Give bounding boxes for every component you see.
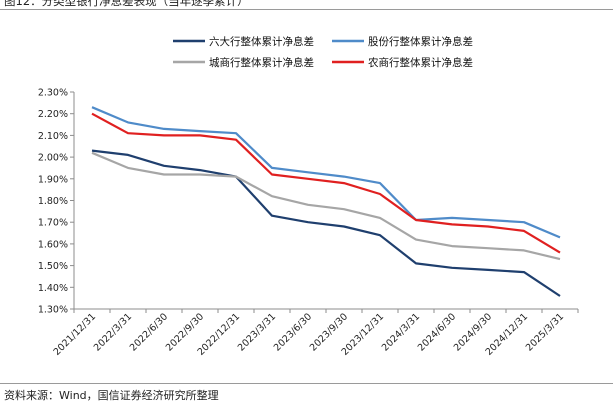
y-tick-label: 1.70% (38, 218, 68, 229)
legend-label-2: 股份行整体累计净息差 (368, 35, 473, 48)
x-tick-label: 2025/3/31 (524, 311, 566, 353)
x-tick-label: 2022/6/30 (128, 311, 170, 353)
x-axis: 2021/12/312022/3/312022/6/302022/9/30202… (52, 308, 579, 358)
series-lines (91, 106, 561, 297)
legend-label-3: 城商行整体累计净息差 (209, 56, 314, 69)
y-tick-label: 2.30% (38, 88, 68, 99)
x-tick-label: 2022/3/31 (92, 311, 134, 353)
bottom-divider (0, 383, 613, 384)
y-tick-label: 1.50% (38, 261, 68, 272)
y-tick-label: 2.20% (38, 109, 68, 120)
y-tick-label: 1.60% (38, 239, 68, 250)
y-tick-label: 1.90% (38, 174, 68, 185)
x-tick-label: 2024/6/30 (416, 311, 458, 353)
top-divider (0, 9, 613, 10)
y-tick-label: 2.00% (38, 153, 68, 164)
x-tick-label: 2021/12/31 (52, 311, 99, 358)
y-tick-label: 1.40% (38, 283, 68, 294)
x-tick-label: 2024/3/31 (380, 311, 422, 353)
legend-label-4: 农商行整体累计净息差 (368, 56, 473, 69)
figure-title: 图12：分类型银行净息差表现（当年逐季累计） (4, 0, 249, 8)
legend-label-1: 六大行整体累计净息差 (209, 35, 314, 48)
series-line-2 (91, 106, 561, 239)
series-line-4 (91, 112, 561, 254)
series-line-1 (91, 149, 561, 297)
y-axis: 1.30% 1.40% 1.50% 1.60% 1.70% 1.80% 1.90% 2.00%… (38, 88, 75, 316)
y-tick-label: 1.30% (38, 305, 68, 316)
y-tick-label: 1.80% (38, 196, 68, 207)
series-line-3 (91, 151, 561, 261)
x-tick-label: 2023/6/30 (272, 311, 314, 353)
x-tick-label: 2023/3/31 (236, 311, 278, 353)
source-note: 资料来源：Wind，国信证券经济研究所整理 (4, 389, 219, 402)
y-tick-label: 2.10% (38, 131, 68, 142)
